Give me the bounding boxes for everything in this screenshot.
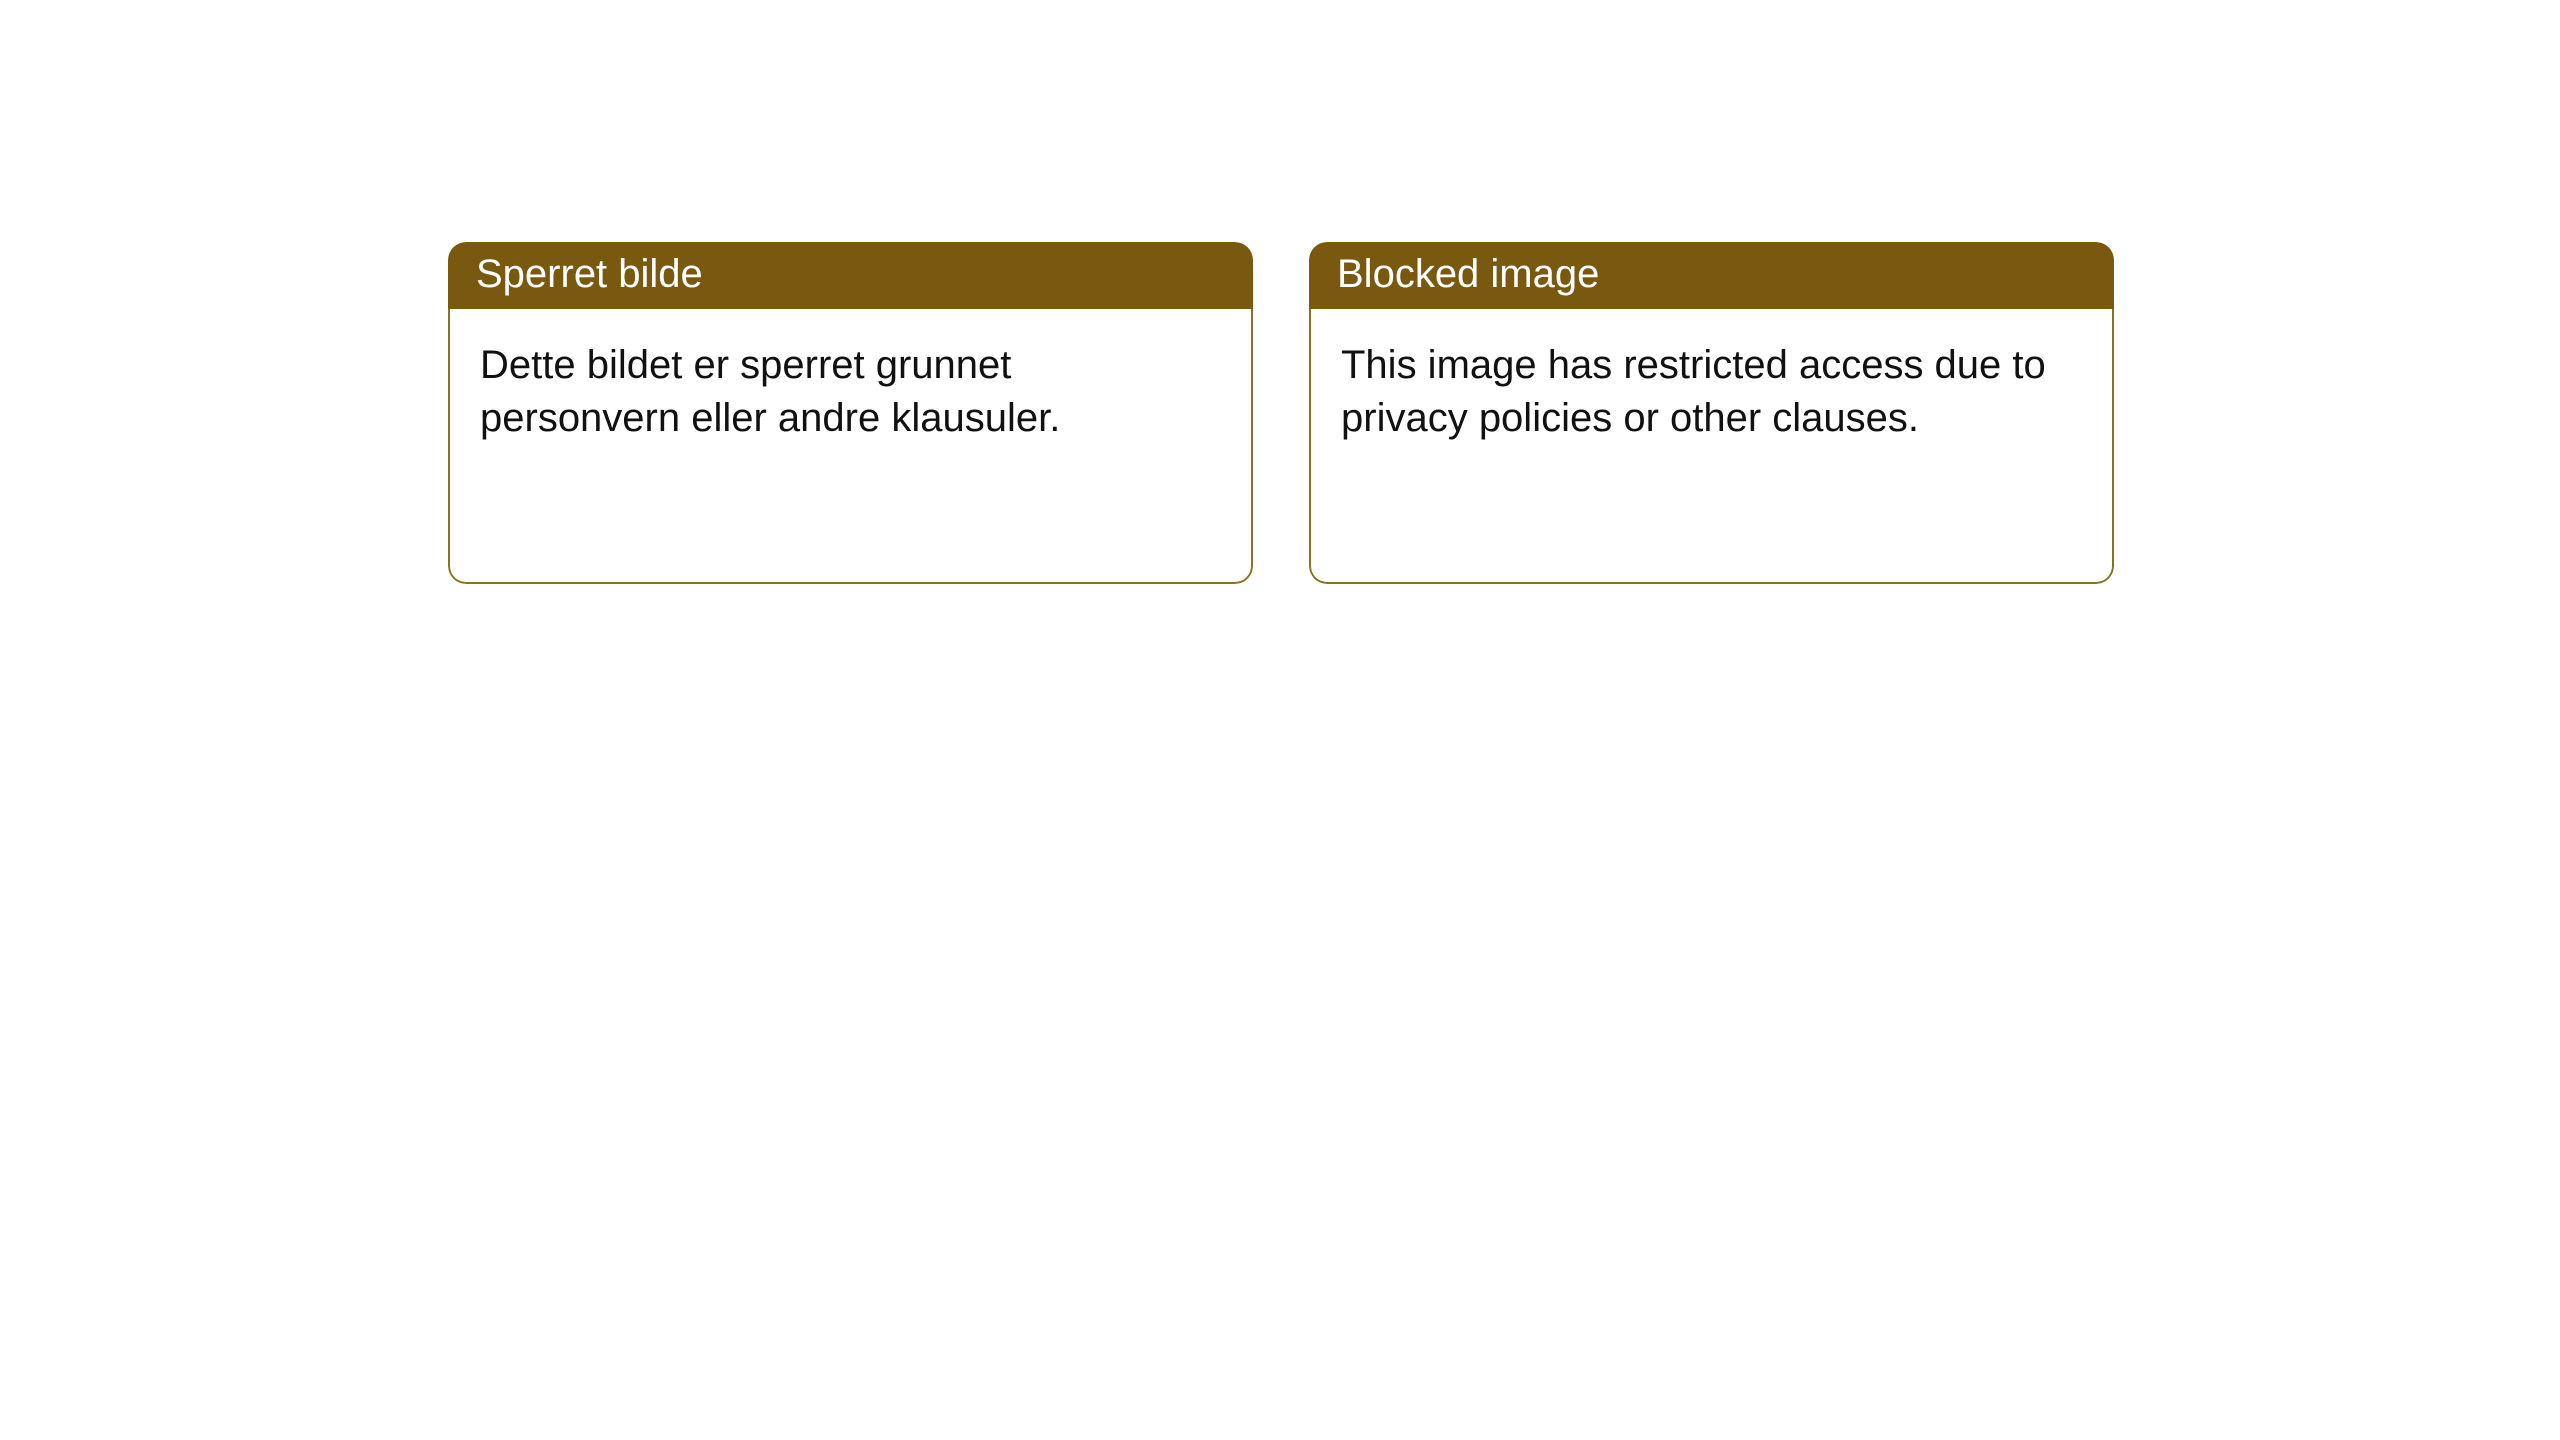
notice-cards-container: Sperret bilde Dette bildet er sperret gr… [0,0,2560,584]
card-title-no: Sperret bilde [448,242,1253,309]
blocked-image-card-no: Sperret bilde Dette bildet er sperret gr… [448,242,1253,584]
card-body-no: Dette bildet er sperret grunnet personve… [448,309,1253,584]
card-title-en: Blocked image [1309,242,2114,309]
card-body-en: This image has restricted access due to … [1309,309,2114,584]
blocked-image-card-en: Blocked image This image has restricted … [1309,242,2114,584]
